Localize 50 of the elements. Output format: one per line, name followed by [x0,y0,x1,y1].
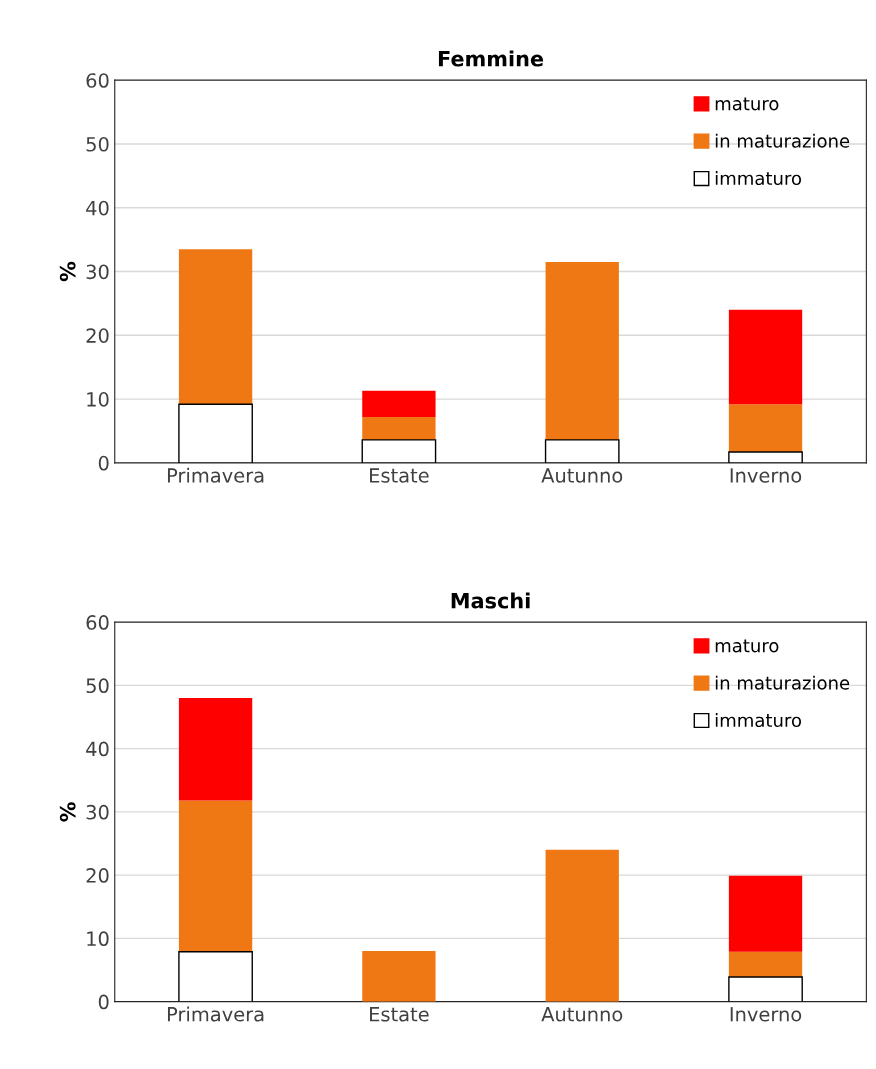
legend-label: maturo [715,97,779,111]
x-tick-label: Autunno [541,1007,623,1022]
x-tick-label: Estate [370,468,429,483]
x-tick-label: Primavera [167,1006,264,1022]
x-tick-label: Estate [370,1007,429,1022]
y-tick-label: 60 [86,615,109,630]
legend-label: in maturazione [715,675,850,690]
bar [362,951,436,1002]
y-tick-label: 50 [86,678,109,694]
bar [728,451,803,463]
chart-title: Maschi [451,592,530,609]
y-axis-title: % [59,261,76,282]
bar [728,875,803,952]
bar [544,439,620,463]
bar [728,309,803,405]
bar [362,390,436,417]
y-tick-label: 20 [86,868,109,883]
bar [728,404,803,453]
y-tick-label: 20 [86,328,109,343]
x-tick-label: Inverno [730,1007,802,1022]
bar [178,249,253,405]
y-tick-label: 40 [86,200,109,216]
y-tick-label: 60 [86,73,109,88]
y-tick-label: 40 [86,741,109,757]
bar [728,951,803,977]
bar [361,439,437,463]
bar [178,950,253,1002]
legend-label: in maturazione [715,133,850,148]
bar [545,849,619,1002]
bar [178,800,253,952]
bar [178,698,253,801]
y-tick-label: 10 [87,931,109,947]
x-tick-label: Primavera [167,467,264,483]
y-tick-label: 50 [86,136,109,152]
y-axis-title: % [59,802,76,822]
bar [362,416,436,440]
y-tick-label: 0 [98,455,109,471]
legend-label: maturo [715,639,779,653]
y-tick-label: 0 [98,994,109,1010]
x-tick-label: Autunno [541,468,623,483]
chart-title: Femmine [438,50,544,67]
x-tick-label: Inverno [730,468,802,483]
legend-label: immaturo [715,171,802,186]
y-tick-label: 30 [86,264,109,280]
bar [545,261,619,440]
legend-label: immaturo [715,713,802,728]
y-tick-label: 30 [86,804,109,820]
bar [728,976,803,1002]
y-tick-label: 10 [87,392,109,407]
bar [178,403,253,463]
